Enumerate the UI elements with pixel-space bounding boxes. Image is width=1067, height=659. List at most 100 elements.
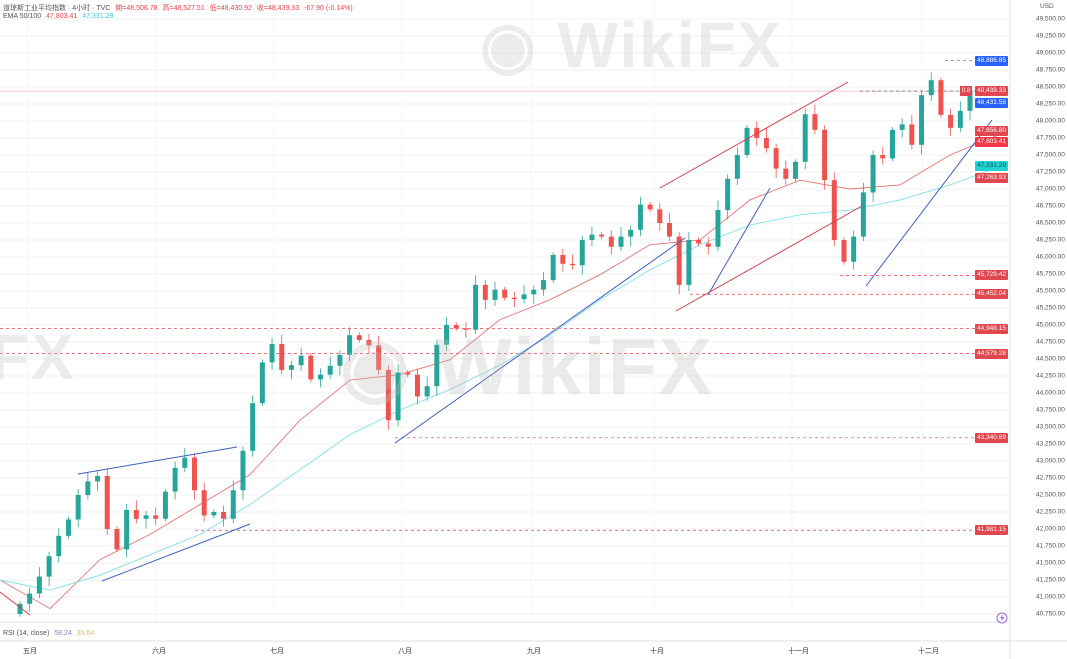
candle: [279, 334, 285, 375]
candle: [201, 482, 207, 522]
candle-body: [637, 204, 643, 230]
candle: [579, 235, 585, 275]
trendline-blue-4[interactable]: [707, 187, 771, 296]
candle: [85, 471, 91, 500]
candle: [938, 77, 944, 118]
candle: [763, 128, 769, 153]
candle: [269, 337, 275, 371]
y-tick-label: 46,500.00: [1036, 219, 1065, 227]
candle: [793, 159, 799, 182]
candle: [250, 395, 256, 457]
candle-body: [511, 297, 517, 300]
candle-body: [279, 344, 285, 370]
rsi-ma-value: 35.64: [76, 630, 95, 637]
y-tick-label: 44,500.00: [1036, 355, 1065, 363]
candle: [880, 147, 886, 165]
x-tick-label: 八月: [398, 648, 412, 655]
y-tick-label: 44,250.00: [1036, 372, 1065, 380]
candle: [298, 347, 304, 372]
y-tick-label: 42,000.00: [1036, 525, 1065, 533]
candle-body: [288, 365, 294, 370]
candle-body: [36, 576, 42, 594]
candle: [395, 364, 401, 427]
candle: [919, 90, 925, 155]
candle-body: [783, 168, 789, 179]
candle: [686, 232, 692, 291]
candle: [347, 327, 353, 362]
candle: [221, 505, 227, 527]
channel-red-lower[interactable]: [675, 205, 863, 312]
candle: [550, 252, 556, 283]
candle-body: [773, 148, 779, 169]
candle: [540, 272, 546, 296]
y-tick-label: 48,000.00: [1036, 117, 1065, 125]
alert-icon[interactable]: [996, 612, 1008, 624]
candle: [162, 488, 168, 522]
price-label: 48,886.85: [975, 55, 1008, 66]
price-label: 48,439.33: [975, 86, 1008, 97]
trend-lines[interactable]: [0, 81, 993, 616]
candle-body: [482, 284, 488, 300]
trendline-blue-1[interactable]: [77, 446, 238, 475]
candle-body: [172, 467, 178, 492]
ohlc-low: 低=48,430.92: [209, 5, 252, 12]
candle-body: [676, 236, 682, 285]
y-tick-label: 40,750.00: [1036, 610, 1065, 618]
candle: [831, 172, 837, 247]
candle: [948, 108, 954, 136]
candle: [211, 509, 217, 519]
candle-body: [327, 365, 333, 375]
candle-body: [802, 114, 808, 162]
candle-body: [250, 403, 256, 451]
candle-body: [957, 110, 963, 128]
y-tick-label: 45,750.00: [1036, 270, 1065, 278]
candle: [95, 471, 101, 491]
candle-body: [705, 243, 711, 247]
trendline-blue-5[interactable]: [865, 119, 993, 287]
candle: [802, 108, 808, 170]
symbol-title[interactable]: 道琼斯工业平均指数 · 4小时 · TVC: [3, 5, 111, 12]
candles: [17, 72, 973, 617]
candle: [822, 125, 828, 190]
trendline-blue-3[interactable]: [394, 237, 686, 444]
candle: [812, 104, 818, 135]
trendline-blue-2[interactable]: [101, 523, 251, 582]
candle-body: [860, 192, 866, 237]
price-label: 47,803.41: [975, 137, 1008, 148]
candle: [696, 237, 702, 247]
candle-body: [608, 236, 614, 247]
ohlc-high: 高=48,527.51: [162, 5, 205, 12]
y-tick-label: 45,500.00: [1036, 287, 1065, 295]
candle-body: [298, 355, 304, 366]
candle: [424, 376, 430, 401]
candle: [405, 369, 411, 378]
candle: [909, 114, 915, 150]
candle-body: [570, 263, 576, 266]
candle: [240, 446, 246, 500]
y-tick-label: 44,000.00: [1036, 389, 1065, 397]
candle: [143, 510, 149, 529]
candle-body: [95, 475, 101, 482]
ema-label[interactable]: EMA 50/100: [3, 13, 42, 20]
candle: [957, 101, 963, 133]
candle-body: [124, 509, 130, 550]
candle-body: [201, 490, 207, 516]
y-tick-label: 48,250.00: [1036, 100, 1065, 108]
candle-body: [599, 234, 605, 237]
y-tick-label: 46,750.00: [1036, 202, 1065, 210]
candle-body: [75, 495, 81, 520]
candle-body: [579, 240, 585, 266]
candle: [502, 286, 508, 301]
price-label: 47,331.29: [975, 161, 1008, 172]
candle: [133, 500, 139, 524]
candle: [482, 280, 488, 310]
candle-body: [376, 345, 382, 370]
candle: [56, 527, 62, 563]
rsi-label[interactable]: RSI (14, close): [3, 630, 50, 637]
candle: [511, 291, 517, 307]
candle-body: [628, 229, 634, 237]
candle: [599, 231, 605, 240]
trendline-red-left[interactable]: [0, 591, 31, 616]
channel-red-upper[interactable]: [659, 81, 849, 189]
